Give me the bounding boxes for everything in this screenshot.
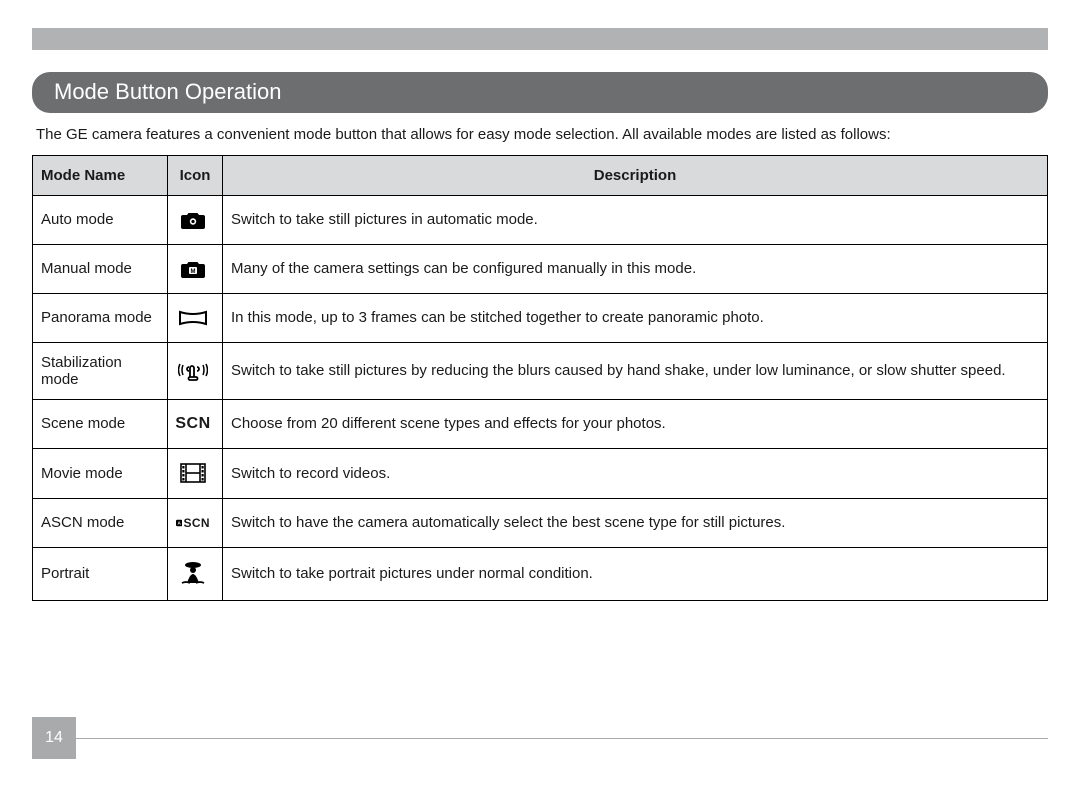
table-row: Manual mode M Many of the camera setting… [33, 244, 1048, 293]
mode-desc: Switch to take still pictures in automat… [223, 195, 1048, 244]
film-icon [176, 460, 210, 486]
scn-text-icon: SCN [176, 411, 210, 437]
table-row: Stabilization mode Switch to take still … [33, 342, 1048, 399]
mode-icon-cell [168, 293, 223, 342]
mode-desc: Switch to record videos. [223, 448, 1048, 498]
mode-desc: Switch to have the camera automatically … [223, 498, 1048, 547]
camera-m-icon: M [176, 256, 210, 282]
table-row: Scene mode SCN Choose from 20 different … [33, 399, 1048, 448]
portrait-icon [176, 559, 210, 585]
mode-icon-cell: SCN [168, 399, 223, 448]
table-row: Panorama mode In this mode, up to 3 fram… [33, 293, 1048, 342]
ascn-icon: ASCN [176, 510, 210, 536]
col-header-name: Mode Name [33, 155, 168, 195]
mode-icon-cell [168, 547, 223, 600]
section-title: Mode Button Operation [32, 72, 1048, 113]
footer-divider [76, 738, 1048, 739]
mode-name: Auto mode [33, 195, 168, 244]
mode-name: Panorama mode [33, 293, 168, 342]
camera-auto-icon [176, 207, 210, 233]
mode-name: Scene mode [33, 399, 168, 448]
intro-text: The GE camera features a convenient mode… [32, 123, 1048, 155]
table-row: Auto mode Switch to take still pictures … [33, 195, 1048, 244]
page-footer: 14 [32, 717, 1048, 759]
mode-desc: In this mode, up to 3 frames can be stit… [223, 293, 1048, 342]
mode-name: Stabilization mode [33, 342, 168, 399]
svg-text:A: A [177, 520, 181, 525]
mode-icon-cell: M [168, 244, 223, 293]
mode-icon-cell [168, 342, 223, 399]
mode-icon-cell [168, 195, 223, 244]
table-row: ASCN mode ASCN Switch to have the camera… [33, 498, 1048, 547]
mode-name: ASCN mode [33, 498, 168, 547]
page-number: 14 [32, 717, 76, 759]
panorama-icon [176, 305, 210, 331]
svg-text:M: M [191, 269, 196, 275]
table-row: Movie mode Switch to record videos. [33, 448, 1048, 498]
mode-desc: Many of the camera settings can be confi… [223, 244, 1048, 293]
mode-desc: Switch to take still pictures by reducin… [223, 342, 1048, 399]
modes-table: Mode Name Icon Description Auto mode Swi… [32, 155, 1048, 601]
mode-name: Movie mode [33, 448, 168, 498]
col-header-icon: Icon [168, 155, 223, 195]
manual-page: Mode Button Operation The GE camera feat… [0, 0, 1080, 785]
mode-icon-cell [168, 448, 223, 498]
col-header-desc: Description [223, 155, 1048, 195]
mode-name: Manual mode [33, 244, 168, 293]
mode-icon-cell: ASCN [168, 498, 223, 547]
top-decorative-bar [32, 28, 1048, 50]
stabilize-icon [176, 357, 210, 383]
mode-desc: Choose from 20 different scene types and… [223, 399, 1048, 448]
mode-desc: Switch to take portrait pictures under n… [223, 547, 1048, 600]
mode-name: Portrait [33, 547, 168, 600]
table-header-row: Mode Name Icon Description [33, 155, 1048, 195]
table-row: Portrait Switch to take portrait picture… [33, 547, 1048, 600]
